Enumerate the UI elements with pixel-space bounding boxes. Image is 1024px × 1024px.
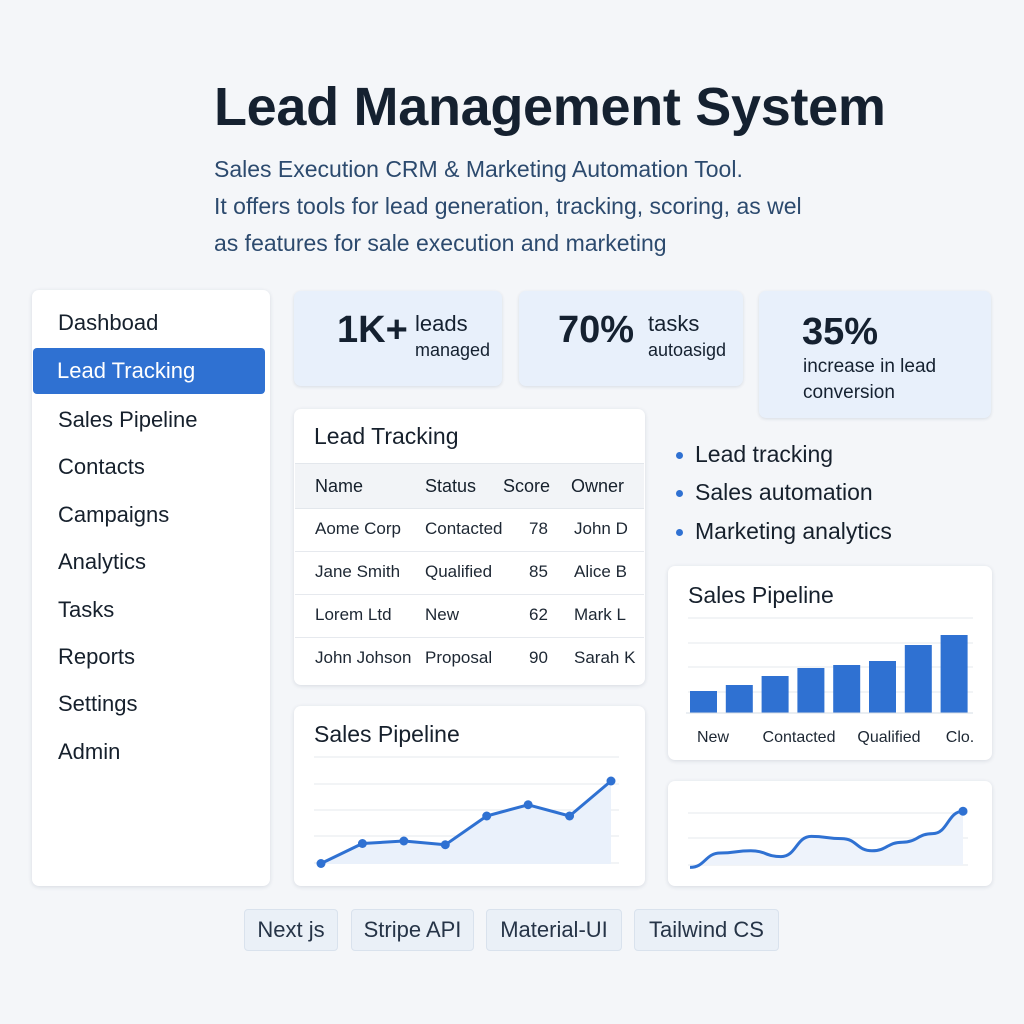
data-point (399, 836, 409, 846)
cell-owner: Sarah K (574, 648, 636, 667)
bar (904, 645, 932, 713)
tech-tag-tailwind: Tailwind CS (634, 909, 779, 951)
feature-label: Lead tracking (695, 441, 834, 467)
tech-tag-stripe: Stripe API (351, 909, 474, 951)
table-row[interactable]: John Johson Proposal 90 Sarah K (295, 637, 644, 680)
sidebar-item-reports[interactable]: Reports (58, 644, 136, 669)
column-header-status[interactable]: Status (425, 476, 477, 496)
table-title: Lead Tracking (314, 423, 459, 449)
cell-score: 78 (529, 519, 548, 538)
table-row[interactable]: Aome Corp Contacted 78 John D (295, 508, 644, 552)
series-line (689, 809, 964, 869)
bullet-dot-icon (676, 452, 683, 459)
series-line (320, 779, 612, 865)
bullet-dot-icon (676, 529, 683, 536)
cell-owner: Mark L (574, 605, 626, 624)
cell-name: Aome Corp (315, 519, 401, 538)
bar (869, 661, 896, 713)
stat-value: 70% (558, 309, 635, 351)
cell-status: New (425, 605, 460, 624)
cell-score: 85 (529, 562, 548, 581)
sidebar-item-dashboard[interactable]: Dashboad (58, 310, 159, 335)
data-point (606, 776, 616, 786)
sales-pipeline-line-card: Sales Pipeline (294, 706, 645, 886)
chart-title: Sales Pipeline (314, 721, 460, 747)
cell-owner: John D (574, 519, 628, 538)
table-row[interactable]: Jane Smith Qualified 85 Alice B (295, 551, 644, 595)
sidebar-item-campaigns[interactable]: Campaigns (58, 502, 170, 527)
cell-name: Lorem Ltd (315, 605, 392, 624)
sidebar-item-contacts[interactable]: Contacts (58, 454, 145, 479)
cell-status: Proposal (425, 648, 493, 667)
bar (940, 635, 968, 713)
sidebar-item-settings[interactable]: Settings (58, 691, 138, 716)
data-point (316, 859, 326, 868)
subtitle-line: Sales Execution CRM & Marketing Automati… (214, 156, 743, 182)
tech-tag-nextjs: Next js (244, 909, 338, 951)
sales-pipeline-line-chart (314, 756, 619, 868)
trend-line-card (668, 781, 992, 886)
stat-label: leads (415, 311, 468, 336)
x-tick-label: Qualified (857, 729, 920, 746)
sidebar-item-analytics[interactable]: Analytics (58, 549, 147, 574)
page-title: Lead Management System (214, 77, 886, 137)
stat-value: 35% (802, 311, 879, 353)
cell-name: John Johson (315, 648, 412, 667)
feature-label: Marketing analytics (695, 518, 892, 544)
subtitle-line: as features for sale execution and marke… (214, 230, 667, 256)
bar (761, 676, 789, 713)
bar (833, 665, 861, 713)
feature-label: Sales automation (695, 479, 873, 505)
line-area (321, 781, 611, 864)
x-tick-label: Contacted (763, 729, 836, 746)
cell-status: Contacted (425, 519, 503, 538)
sidebar-item-lead-tracking[interactable]: Lead Tracking (33, 348, 265, 394)
x-tick-label: Clo. (946, 729, 974, 746)
data-point (440, 840, 450, 850)
stat-card-tasks: 70% tasks autoasigd (519, 291, 743, 386)
data-point (482, 811, 492, 821)
trend-line-chart (688, 806, 968, 869)
column-header-name[interactable]: Name (315, 476, 364, 496)
tech-tag-material-ui: Material-UI (486, 909, 622, 951)
stat-value: 1K+ (337, 309, 408, 351)
sales-pipeline-bar-card: Sales Pipeline New Contacted Qualified Clo. (668, 566, 992, 760)
data-point (958, 806, 968, 816)
bullet-dot-icon (676, 490, 683, 497)
page-subtitle: Sales Execution CRM & Marketing Automati… (214, 151, 914, 262)
line-area (690, 811, 963, 868)
sidebar-item-sales-pipeline[interactable]: Sales Pipeline (58, 407, 198, 432)
data-point (523, 800, 533, 810)
table-header-row: Name Status Score Owner (295, 463, 644, 509)
stat-caption: conversion (803, 382, 895, 403)
cell-status: Qualified (425, 562, 493, 581)
cell-name: Jane Smith (315, 562, 401, 581)
sidebar-item-tasks[interactable]: Tasks (58, 597, 115, 622)
column-header-owner[interactable]: Owner (571, 476, 625, 496)
cell-score: 90 (529, 648, 548, 667)
sidebar-item-admin[interactable]: Admin (58, 739, 121, 764)
stat-card-conversion: 35% increase in lead conversion (759, 291, 991, 418)
column-header-score[interactable]: Score (503, 476, 551, 496)
lead-tracking-table-card: Lead Tracking Name Status Score Owner Ao… (294, 409, 645, 685)
sidebar: Dashboad Lead Tracking Sales Pipeline Co… (32, 290, 270, 886)
bar (725, 685, 753, 713)
bar (690, 691, 717, 713)
sales-pipeline-bar-chart: New Contacted Qualified Clo. (686, 617, 974, 746)
subtitle-line: It offers tools for lead generation, tra… (214, 193, 802, 219)
bar (797, 668, 825, 713)
stat-label: tasks (648, 311, 700, 336)
cell-score: 62 (529, 605, 548, 624)
stat-card-leads: 1K+ leads managed (294, 291, 502, 386)
chart-title: Sales Pipeline (688, 582, 834, 608)
x-tick-label: New (697, 729, 729, 746)
stat-caption: managed (415, 340, 491, 360)
data-point (565, 811, 575, 821)
stat-caption: autoasigd (648, 340, 727, 360)
data-point (357, 839, 367, 848)
cell-owner: Alice B (574, 562, 627, 581)
stat-caption: increase in lead (803, 356, 937, 377)
table-row[interactable]: Lorem Ltd New 62 Mark L (295, 594, 644, 638)
